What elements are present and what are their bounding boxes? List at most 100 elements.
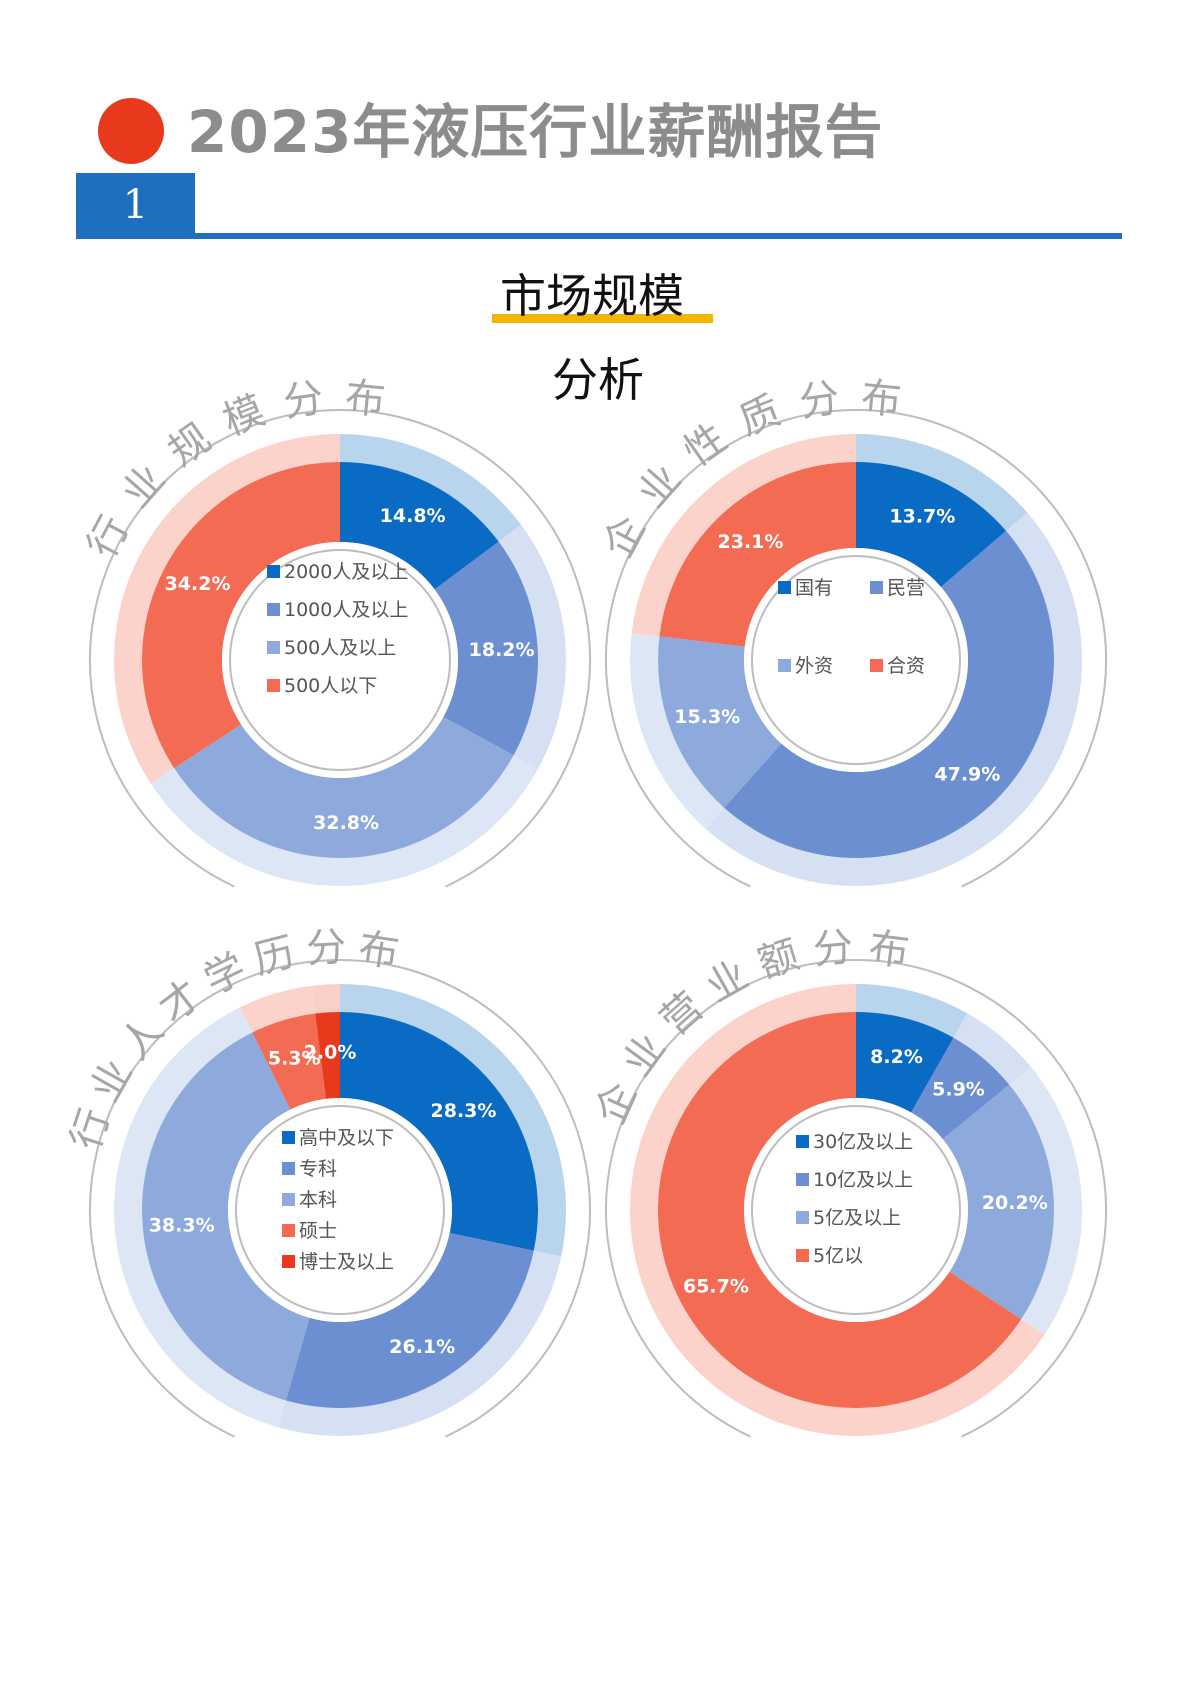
data-label: 14.8%: [380, 505, 446, 527]
donut-hole: [744, 548, 968, 772]
slice: [856, 462, 1007, 587]
legend-entry: 5亿以: [813, 1245, 863, 1267]
chart-title-char: 企: [588, 1076, 646, 1131]
legend-swatch: [282, 1193, 295, 1206]
chart-title-char: 企: [595, 509, 654, 566]
legend-entry: 500人以下: [284, 675, 377, 697]
donut-chart-4: 8.2% 5.9% 20.2% 65.7% 30亿及以上 10亿及以上 5亿及以上 5亿以 企 业…: [588, 924, 1107, 1438]
legend-swatch: [282, 1255, 295, 1268]
donut-chart-3: 28.3%26.1%38.3%5.3%2.0%高中及以下专科本科硕士博士及以上行…: [63, 924, 591, 1438]
data-label: 5.9%: [932, 1078, 985, 1100]
data-label: 20.2%: [982, 1192, 1048, 1214]
donut-chart-1: 14.8% 18.2% 32.8% 34.2% 2000人及以上 1000人及以上 500人…: [79, 374, 591, 888]
slice: [911, 1037, 1010, 1140]
chart-title-char: 分: [305, 924, 347, 972]
chart-title-char: 业: [629, 456, 690, 516]
legend-entry: 国有: [795, 577, 833, 599]
donut-hole-ring: [235, 1105, 445, 1315]
section-number-box: 1: [76, 173, 195, 238]
legend-entry: 5亿及以上: [813, 1207, 901, 1229]
slice-halo: [113, 1007, 286, 1428]
chart-title-char: 规: [160, 415, 219, 476]
section-subtitle: 分析: [552, 353, 644, 407]
legend-swatch: [267, 641, 280, 654]
slice-halo: [150, 755, 539, 886]
section-title-block: 市场规模: [480, 268, 740, 328]
slice: [252, 1013, 326, 1110]
legend-entry: 外资: [795, 655, 833, 677]
report-title: 2023年液压行业薪酬报告: [187, 98, 884, 166]
header-bullet-dot: [98, 98, 164, 164]
decorative-outer-arc: [605, 409, 1107, 888]
slice-halo: [340, 434, 522, 542]
chart-title-char: 分: [281, 375, 327, 426]
slice-halo: [340, 984, 566, 1257]
legend-swatch: [870, 659, 883, 672]
chart-title-char: 学: [197, 945, 253, 1004]
chart-title-char: 业: [82, 1052, 142, 1109]
data-label: 13.7%: [889, 506, 955, 528]
data-label: 28.3%: [431, 1100, 497, 1122]
slice-halo: [856, 434, 1028, 531]
data-label: 8.2%: [870, 1046, 923, 1068]
legend-entry: 10亿及以上: [813, 1169, 913, 1191]
legend-entry: 专科: [299, 1158, 337, 1180]
chart-title-char: 模: [217, 388, 271, 445]
section-title: 市场规模: [500, 269, 684, 323]
slice-halo: [311, 984, 340, 1014]
slice: [724, 530, 1054, 858]
slice-halo: [239, 985, 316, 1033]
chart-title-char: 历: [249, 929, 299, 984]
chart-title-char: 才: [151, 972, 211, 1033]
legend-entry: 合资: [887, 655, 925, 677]
legend-entry: 本科: [299, 1189, 337, 1211]
legend-swatch: [870, 581, 883, 594]
legend-swatch: [267, 679, 280, 692]
legend-swatch: [267, 565, 280, 578]
slice: [340, 462, 499, 590]
data-label: 26.1%: [389, 1336, 455, 1358]
chart-title-char: 布: [866, 925, 911, 976]
slice-halo: [278, 1250, 562, 1436]
legend-swatch: [796, 1173, 809, 1186]
slice: [658, 636, 782, 808]
slice: [141, 462, 340, 769]
section-number: 1: [122, 182, 149, 228]
slice: [659, 462, 856, 647]
decorative-outer-arc: [605, 959, 1107, 1438]
legend-swatch: [778, 659, 791, 672]
slice-halo: [705, 512, 1082, 886]
slice: [285, 1233, 534, 1408]
chart-title-char: 布: [859, 374, 903, 424]
slice-halo: [631, 434, 856, 637]
legend-entry: 1000人及以上: [284, 599, 408, 621]
slice-halo: [630, 633, 725, 829]
slice-halo: [114, 434, 341, 784]
section-divider: [76, 233, 1122, 239]
legend-swatch: [778, 581, 791, 594]
legend-entry: 高中及以下: [299, 1127, 394, 1149]
legend-entry: 30亿及以上: [813, 1131, 913, 1153]
data-label: 2.0%: [304, 1041, 357, 1063]
chart-title-char: 业: [699, 952, 756, 1012]
legend-entry: 2000人及以上: [284, 561, 408, 583]
chart-title-char: 营: [652, 984, 712, 1045]
data-label: 23.1%: [718, 531, 784, 553]
slice: [434, 541, 538, 756]
data-label: 18.2%: [469, 639, 535, 661]
donut-chart-2: 13.7% 47.9% 15.3% 23.1% 国有 民营外资 合资 企业性质分布: [595, 374, 1107, 888]
legend-swatch: [796, 1135, 809, 1148]
data-label: 34.2%: [165, 573, 231, 595]
data-label: 5.3%: [268, 1048, 321, 1070]
data-label: 65.7%: [683, 1275, 749, 1297]
slice: [174, 716, 514, 858]
slice: [340, 1012, 538, 1251]
legend-swatch: [267, 603, 280, 616]
slice: [942, 1084, 1054, 1320]
chart-title-char: 业: [113, 456, 174, 516]
legend-entry: 博士及以上: [299, 1251, 394, 1273]
data-label: 47.9%: [934, 763, 1000, 785]
chart-title-char: 人: [112, 1008, 173, 1068]
chart-title-char: 行: [79, 509, 138, 566]
data-label: 15.3%: [674, 706, 740, 728]
